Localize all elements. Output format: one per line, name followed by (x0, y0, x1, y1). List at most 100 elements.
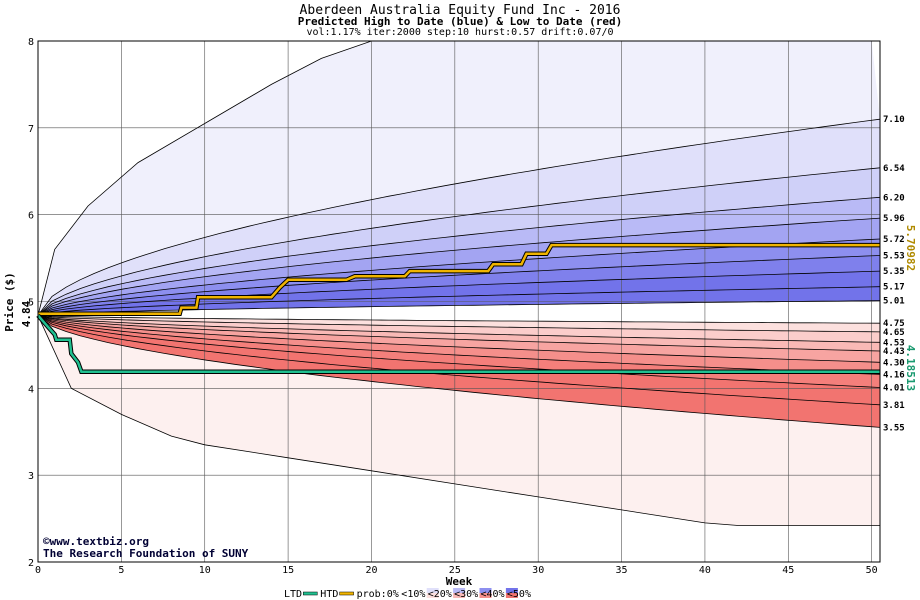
chart-title: Aberdeen Australia Equity Fund Inc - 201… (299, 3, 621, 18)
high-quantile-label: 5.72 (883, 235, 905, 245)
high-quantile-line-2 (37, 196, 881, 316)
quantile-labels: 7.10 6.54 6.20 5.96 5.72 5.53 5.35 5.17 5.01 4.75… (883, 115, 905, 433)
high-band-1 (38, 119, 880, 316)
legend-swatch-high (400, 588, 413, 593)
watermark-line-1: ©www.textbiz.org (43, 535, 149, 548)
x-tick-label: 10 (199, 565, 211, 576)
start-price-label: 4.84 (20, 300, 33, 327)
x-tick-label: 0 (35, 565, 41, 576)
ltd-line (37, 314, 880, 374)
legend-ltd-label: LTD (284, 589, 302, 600)
legend-ltd-swatch (303, 591, 318, 596)
legend-swatch-low (453, 593, 466, 598)
y-axis-label: Price ($) (3, 272, 16, 332)
low-quantile-label: 4.65 (883, 328, 905, 338)
high-quantile-line-0 (37, 118, 881, 316)
low-band-4 (38, 315, 880, 363)
x-tick-label: 5 (118, 565, 124, 576)
high-quantile-label: 5.01 (883, 297, 905, 307)
legend-swatch-low (479, 593, 492, 598)
high-quantile-label: 5.96 (883, 214, 905, 224)
low-quantile-line-8 (37, 315, 881, 428)
high-band-5 (38, 239, 880, 316)
high-quantile-line-1 (37, 167, 881, 316)
high-band-0 (38, 41, 880, 316)
high-band-8 (38, 286, 880, 316)
low-band-5 (38, 315, 880, 375)
legend-prob-item: <20% (428, 589, 452, 600)
probability-bands (38, 41, 880, 526)
x-tick-label: 30 (532, 565, 544, 576)
low-quantile-line-4 (37, 315, 881, 363)
x-tick-label: 40 (699, 565, 711, 576)
high-band-3 (38, 197, 880, 316)
band-outlines (37, 40, 881, 526)
high-band-7 (38, 271, 880, 316)
low-quantile-line-2 (37, 315, 881, 343)
x-tick-label: 35 (616, 565, 628, 576)
y-tick-label: 7 (28, 124, 34, 135)
low-quantile-label: 4.43 (883, 347, 905, 357)
low-quantile-label: 4.53 (883, 338, 905, 348)
high-band-2 (38, 167, 880, 316)
low-quantile-label: 3.55 (883, 423, 905, 433)
low-band-7 (38, 315, 880, 405)
legend: LTD HTD prob:0% <10% <20% <30% <40% <50% (284, 588, 531, 600)
low-quantile-label: 4.01 (883, 383, 905, 393)
chart-params: vol:1.17% iter:2000 step:10 hurst:0.57 d… (306, 27, 614, 38)
y-tick-label: 4 (28, 384, 34, 395)
legend-prob-label: prob:0% (357, 589, 399, 600)
legend-swatch-low (426, 593, 439, 598)
high-quantile-label: 6.20 (883, 193, 905, 203)
y-tick-label: 8 (28, 37, 34, 48)
low-band-6 (38, 315, 880, 388)
htd-value-label: 5.70982 (904, 225, 917, 271)
legend-swatch-low (505, 593, 518, 598)
legend-prob-item: <10% (401, 589, 425, 600)
legend-prob-item: <40% (481, 589, 505, 600)
legend-swatch-high (479, 588, 492, 593)
high-quantile-line-8 (37, 300, 881, 316)
y-tick-label: 3 (28, 471, 34, 482)
legend-swatch-high (505, 588, 518, 593)
x-tick-label: 15 (282, 565, 294, 576)
low-quantile-label: 4.30 (883, 358, 905, 368)
series-lines (36, 242, 880, 375)
low-band-1 (38, 315, 880, 332)
low-band-8 (38, 315, 880, 428)
chart-subtitle: Predicted High to Date (blue) & Low to D… (297, 15, 623, 28)
y-tick-label: 6 (28, 211, 34, 222)
high-quantile-line-7 (37, 286, 881, 316)
x-axis-label: Week (446, 575, 473, 588)
legend-prob-item: <50% (507, 589, 531, 600)
low-quantile-label: 4.16 (883, 370, 905, 380)
low-band-2 (38, 315, 880, 343)
high-quantile-label: 5.53 (883, 251, 905, 261)
low-quantile-line-5 (37, 315, 881, 375)
high-quantile-label: 5.17 (883, 283, 905, 293)
x-tick-label: 20 (365, 565, 377, 576)
high-quantile-line-5 (37, 255, 881, 316)
high-quantile-line-6 (37, 270, 881, 316)
x-tick-label: 25 (449, 565, 461, 576)
low-quantile-label: 3.81 (883, 401, 905, 411)
low-quantile-line-7 (37, 315, 881, 406)
high-quantile-label: 7.10 (883, 115, 905, 125)
y-tick-label: 5 (28, 298, 34, 309)
high-quantile-label: 6.54 (883, 164, 905, 174)
legend-swatch-high (453, 588, 466, 593)
x-tick-label: 50 (866, 565, 878, 576)
high-quantile-line-3 (37, 217, 881, 316)
legend-prob-item: <30% (454, 589, 478, 600)
ltd-value-label: 4.18513 (904, 345, 917, 391)
legend-swatch-low (400, 593, 413, 598)
low-quantile-line-6 (37, 315, 881, 388)
outer-low-line (37, 315, 880, 526)
htd-line (38, 243, 880, 315)
low-quantile-label: 4.75 (883, 319, 905, 329)
legend-htd-swatch (339, 591, 354, 596)
legend-htd-label: HTD (320, 589, 338, 600)
low-quantile-line-1 (37, 315, 881, 333)
